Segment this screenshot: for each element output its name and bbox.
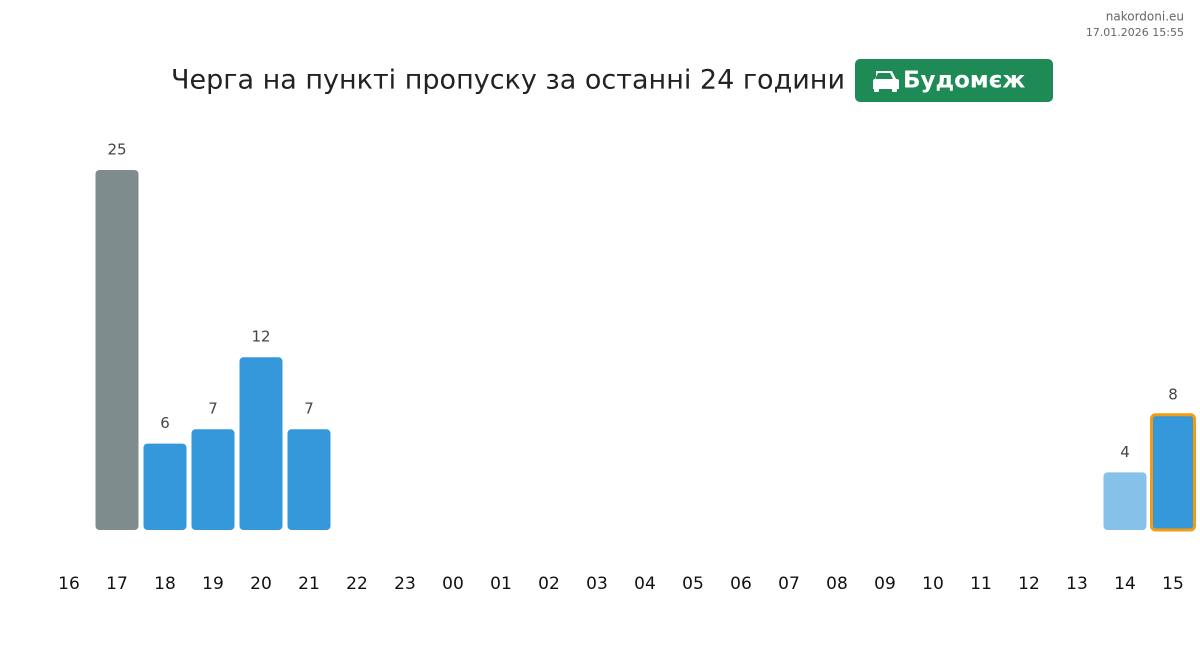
x-tick-label: 04 <box>634 574 656 594</box>
badge-background <box>855 59 1053 102</box>
bar <box>95 170 139 530</box>
x-tick-label: 09 <box>874 574 896 594</box>
bar <box>191 429 235 530</box>
x-tick-label: 10 <box>922 574 944 594</box>
x-tick-label: 02 <box>538 574 560 594</box>
x-tick-label: 03 <box>586 574 608 594</box>
x-tick-label: 01 <box>490 574 512 594</box>
badge-label: Будомєж <box>903 68 1025 94</box>
site: nakordoni.eu <box>1106 10 1184 24</box>
x-tick-label: 11 <box>970 574 992 594</box>
value-label: 25 <box>107 141 126 159</box>
bar <box>287 429 331 530</box>
x-tick-label: 13 <box>1066 574 1088 594</box>
x-tick-label: 06 <box>730 574 752 594</box>
badge: Будомєж <box>855 59 1053 102</box>
bar <box>1103 472 1147 530</box>
car-icon <box>873 71 899 92</box>
x-tick-label: 20 <box>250 574 272 594</box>
bar <box>143 443 187 530</box>
x-tick-label: 08 <box>826 574 848 594</box>
x-tick-label: 18 <box>154 574 176 594</box>
x-tick-label: 16 <box>58 574 80 594</box>
x-tick-label: 23 <box>394 574 416 594</box>
value-label: 6 <box>160 414 170 432</box>
bar <box>239 357 283 530</box>
x-tick-label: 12 <box>1018 574 1040 594</box>
value-label: 4 <box>1120 443 1130 461</box>
x-tick-label: 19 <box>202 574 224 594</box>
value-label: 7 <box>304 400 314 418</box>
bar <box>1150 413 1196 532</box>
value-label: 12 <box>251 328 270 346</box>
x-tick-label: 15 <box>1162 574 1184 594</box>
value-label: 7 <box>208 400 218 418</box>
x-tick-label: 00 <box>442 574 464 594</box>
value-label: 8 <box>1168 385 1178 403</box>
x-tick-label: 05 <box>682 574 704 594</box>
x-tick-label: 21 <box>298 574 320 594</box>
chart-title: Черга на пункті пропуску за останні 24 г… <box>171 65 845 96</box>
x-tick-label: 14 <box>1114 574 1136 594</box>
timestamp: 17.01.2026 15:55 <box>1086 26 1184 39</box>
x-tick-label: 17 <box>106 574 128 594</box>
x-tick-label: 07 <box>778 574 800 594</box>
x-tick-label: 22 <box>346 574 368 594</box>
